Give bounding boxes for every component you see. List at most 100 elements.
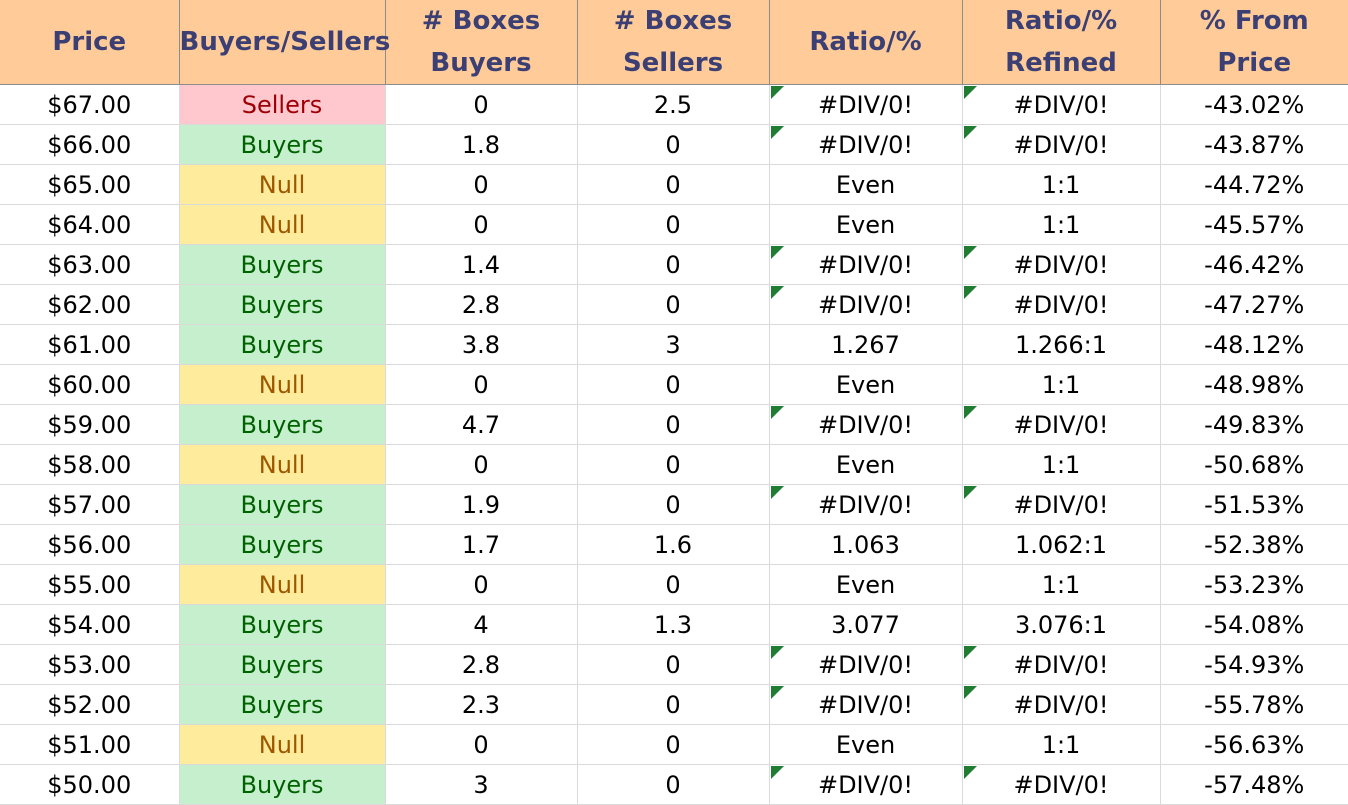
ratio-cell[interactable]: #DIV/0!	[769, 405, 962, 445]
boxes-sellers-cell[interactable]: 0	[577, 725, 769, 765]
boxes-sellers-cell[interactable]: 0	[577, 125, 769, 165]
boxes-buyers-cell[interactable]: 0	[385, 445, 577, 485]
side-cell[interactable]: Buyers	[179, 685, 385, 725]
side-cell[interactable]: Null	[179, 165, 385, 205]
from-price-cell[interactable]: -46.42%	[1160, 245, 1348, 285]
boxes-sellers-cell[interactable]: 2.5	[577, 85, 769, 125]
boxes-buyers-cell[interactable]: 0	[385, 725, 577, 765]
ratio-cell[interactable]: #DIV/0!	[769, 125, 962, 165]
from-price-cell[interactable]: -45.57%	[1160, 205, 1348, 245]
from-price-cell[interactable]: -54.08%	[1160, 605, 1348, 645]
side-cell[interactable]: Sellers	[179, 85, 385, 125]
price-cell[interactable]: $65.00	[0, 165, 179, 205]
from-price-cell[interactable]: -51.53%	[1160, 485, 1348, 525]
ratio-refined-cell[interactable]: 1.062:1	[962, 525, 1160, 565]
boxes-buyers-cell[interactable]: 3	[385, 765, 577, 805]
ratio-cell[interactable]: #DIV/0!	[769, 485, 962, 525]
boxes-sellers-cell[interactable]: 0	[577, 205, 769, 245]
ratio-cell[interactable]: Even	[769, 205, 962, 245]
side-cell[interactable]: Null	[179, 725, 385, 765]
price-cell[interactable]: $63.00	[0, 245, 179, 285]
price-cell[interactable]: $51.00	[0, 725, 179, 765]
ratio-refined-cell[interactable]: #DIV/0!	[962, 765, 1160, 805]
side-cell[interactable]: Buyers	[179, 605, 385, 645]
boxes-buyers-cell[interactable]: 3.8	[385, 325, 577, 365]
boxes-sellers-cell[interactable]: 3	[577, 325, 769, 365]
from-price-cell[interactable]: -54.93%	[1160, 645, 1348, 685]
ratio-cell[interactable]: Even	[769, 365, 962, 405]
price-cell[interactable]: $53.00	[0, 645, 179, 685]
from-price-cell[interactable]: -44.72%	[1160, 165, 1348, 205]
price-cell[interactable]: $59.00	[0, 405, 179, 445]
price-cell[interactable]: $55.00	[0, 565, 179, 605]
boxes-buyers-cell[interactable]: 1.4	[385, 245, 577, 285]
boxes-sellers-cell[interactable]: 0	[577, 365, 769, 405]
boxes-buyers-cell[interactable]: 0	[385, 365, 577, 405]
boxes-sellers-cell[interactable]: 0	[577, 565, 769, 605]
from-price-cell[interactable]: -52.38%	[1160, 525, 1348, 565]
boxes-sellers-cell[interactable]: 0	[577, 685, 769, 725]
ratio-cell[interactable]: Even	[769, 725, 962, 765]
ratio-cell[interactable]: 3.077	[769, 605, 962, 645]
ratio-refined-cell[interactable]: 1:1	[962, 725, 1160, 765]
boxes-buyers-cell[interactable]: 4.7	[385, 405, 577, 445]
boxes-buyers-cell[interactable]: 0	[385, 165, 577, 205]
ratio-cell[interactable]: #DIV/0!	[769, 285, 962, 325]
side-cell[interactable]: Null	[179, 565, 385, 605]
ratio-refined-cell[interactable]: 3.076:1	[962, 605, 1160, 645]
ratio-header[interactable]: Ratio/%	[769, 0, 962, 85]
boxes-sellers-cell[interactable]: 0	[577, 285, 769, 325]
ratio-refined-cell[interactable]: #DIV/0!	[962, 125, 1160, 165]
from-price-cell[interactable]: -50.68%	[1160, 445, 1348, 485]
ratio-cell[interactable]: 1.267	[769, 325, 962, 365]
ratio-refined-cell[interactable]: 1:1	[962, 565, 1160, 605]
ratio-refined-cell[interactable]: #DIV/0!	[962, 245, 1160, 285]
boxes-sellers-cell[interactable]: 0	[577, 765, 769, 805]
ratio-refined-cell[interactable]: #DIV/0!	[962, 285, 1160, 325]
boxes-buyers-cell[interactable]: 2.8	[385, 285, 577, 325]
ratio-refined-cell[interactable]: #DIV/0!	[962, 485, 1160, 525]
price-cell[interactable]: $57.00	[0, 485, 179, 525]
side-cell[interactable]: Null	[179, 445, 385, 485]
ratio-refined-cell[interactable]: 1:1	[962, 205, 1160, 245]
ratio-refined-header[interactable]: Ratio/%Refined	[962, 0, 1160, 85]
ratio-cell[interactable]: Even	[769, 445, 962, 485]
side-cell[interactable]: Buyers	[179, 285, 385, 325]
boxes-buyers-cell[interactable]: 1.9	[385, 485, 577, 525]
from-price-cell[interactable]: -56.63%	[1160, 725, 1348, 765]
price-cell[interactable]: $52.00	[0, 685, 179, 725]
side-cell[interactable]: Buyers	[179, 525, 385, 565]
boxes-sellers-cell[interactable]: 1.6	[577, 525, 769, 565]
ratio-refined-cell[interactable]: 1:1	[962, 165, 1160, 205]
from-price-cell[interactable]: -48.98%	[1160, 365, 1348, 405]
price-cell[interactable]: $50.00	[0, 765, 179, 805]
ratio-refined-cell[interactable]: #DIV/0!	[962, 85, 1160, 125]
price-cell[interactable]: $61.00	[0, 325, 179, 365]
side-cell[interactable]: Buyers	[179, 325, 385, 365]
price-cell[interactable]: $58.00	[0, 445, 179, 485]
price-cell[interactable]: $62.00	[0, 285, 179, 325]
boxes-sellers-cell[interactable]: 0	[577, 445, 769, 485]
boxes-sellers-cell[interactable]: 0	[577, 245, 769, 285]
boxes-buyers-cell[interactable]: 0	[385, 85, 577, 125]
boxes-sellers-cell[interactable]: 1.3	[577, 605, 769, 645]
ratio-refined-cell[interactable]: #DIV/0!	[962, 645, 1160, 685]
side-cell[interactable]: Buyers	[179, 765, 385, 805]
side-cell[interactable]: Buyers	[179, 485, 385, 525]
price-cell[interactable]: $66.00	[0, 125, 179, 165]
from-price-cell[interactable]: -43.02%	[1160, 85, 1348, 125]
boxes-sellers-cell[interactable]: 0	[577, 485, 769, 525]
ratio-cell[interactable]: Even	[769, 165, 962, 205]
from-price-cell[interactable]: -53.23%	[1160, 565, 1348, 605]
from-price-cell[interactable]: -49.83%	[1160, 405, 1348, 445]
price-cell[interactable]: $60.00	[0, 365, 179, 405]
side-cell[interactable]: Buyers	[179, 125, 385, 165]
boxes-buyers-cell[interactable]: 1.7	[385, 525, 577, 565]
ratio-refined-cell[interactable]: 1:1	[962, 365, 1160, 405]
from-price-cell[interactable]: -48.12%	[1160, 325, 1348, 365]
ratio-refined-cell[interactable]: #DIV/0!	[962, 685, 1160, 725]
side-cell[interactable]: Buyers	[179, 245, 385, 285]
boxes-buyers-cell[interactable]: 4	[385, 605, 577, 645]
from-price-cell[interactable]: -43.87%	[1160, 125, 1348, 165]
